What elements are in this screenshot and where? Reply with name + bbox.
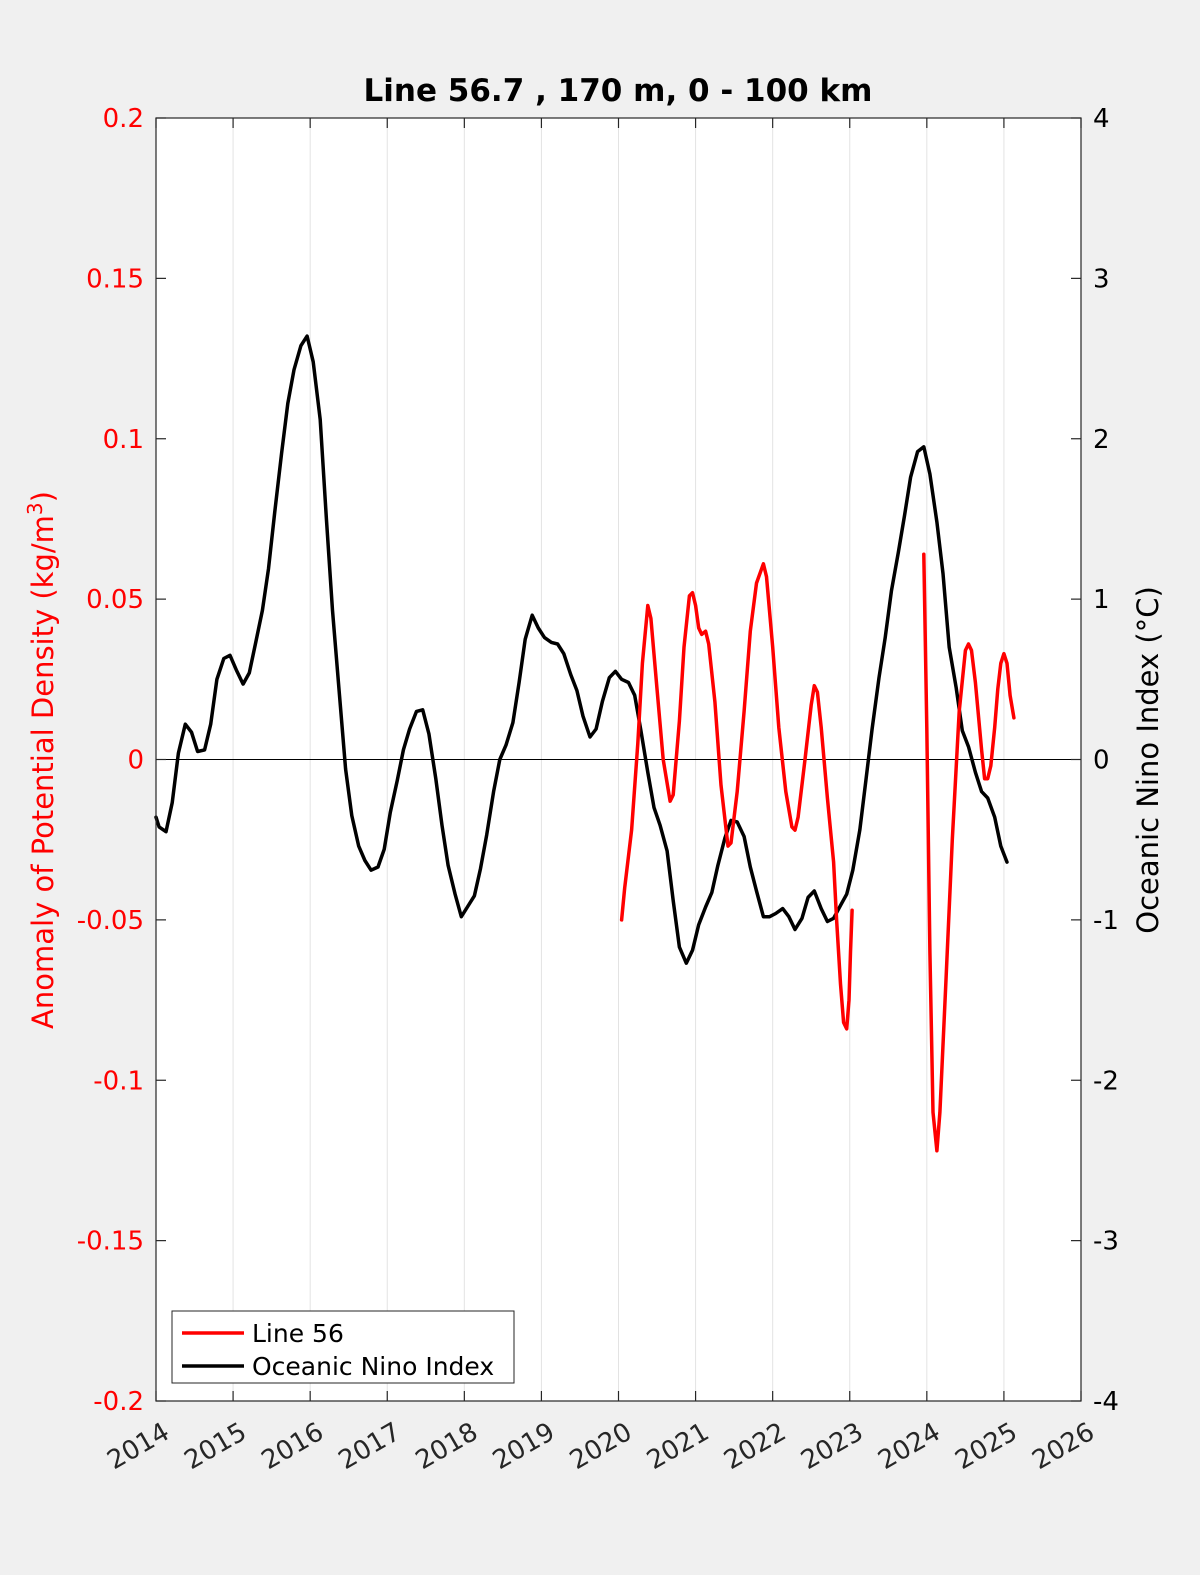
y-axis-left-label-sup: 3 (23, 502, 47, 515)
y-axis-right: -4 -3 -2 -1 0 1 2 3 4 (1071, 104, 1119, 1417)
series-layer (154, 334, 1016, 1153)
y-left-tick-label-7: 0.15 (86, 264, 144, 294)
y-right-tick-label-2: -2 (1093, 1066, 1119, 1096)
y-axis-right-label: Oceanic Nino Index (°C) (1131, 586, 1165, 934)
y-right-tick-label-3: -1 (1093, 906, 1119, 936)
chart-title: Line 56.7 , 170 m, 0 - 100 km (364, 73, 873, 109)
y-right-tick-label-0: -4 (1093, 1387, 1119, 1417)
legend-label-line56: Line 56 (252, 1319, 344, 1348)
y-axis-left-label-main: Anomaly of Potential Density (kg/m (26, 515, 60, 1029)
y-right-tick-label-6: 2 (1093, 425, 1110, 455)
y-right-tick-label-8: 4 (1093, 104, 1110, 134)
y-axis-left: -0.2 -0.15 -0.1 -0.05 0 0.05 0.1 0.15 0.2 (77, 104, 166, 1417)
y-right-tick-label-7: 3 (1093, 264, 1110, 294)
y-right-tick-label-4: 0 (1093, 746, 1110, 776)
y-axis-left-label-close: ) (26, 491, 60, 502)
series-line-line-56-1 (922, 552, 1016, 1153)
y-left-tick-label-2: -0.1 (93, 1066, 144, 1096)
y-left-tick-label-8: 0.2 (103, 104, 144, 134)
y-left-tick-label-1: -0.15 (77, 1227, 144, 1257)
y-right-tick-label-5: 1 (1093, 585, 1110, 615)
y-left-tick-label-0: -0.2 (93, 1387, 144, 1417)
legend-box (171, 1310, 515, 1384)
legend: Line 56 Oceanic Nino Index (171, 1310, 515, 1384)
y-left-tick-label-3: -0.05 (77, 906, 144, 936)
series-line-line-56-0 (619, 562, 854, 1031)
y-left-tick-label-5: 0.05 (86, 585, 144, 615)
series-line-oceanic-nino-index-0 (154, 334, 1009, 965)
y-right-tick-label-1: -3 (1093, 1227, 1119, 1257)
y-left-tick-label-4: 0 (127, 746, 144, 776)
legend-label-oni: Oceanic Nino Index (252, 1352, 494, 1381)
y-left-tick-label-6: 0.1 (103, 425, 144, 455)
y-axis-left-label: Anomaly of Potential Density (kg/m3) (23, 491, 60, 1029)
